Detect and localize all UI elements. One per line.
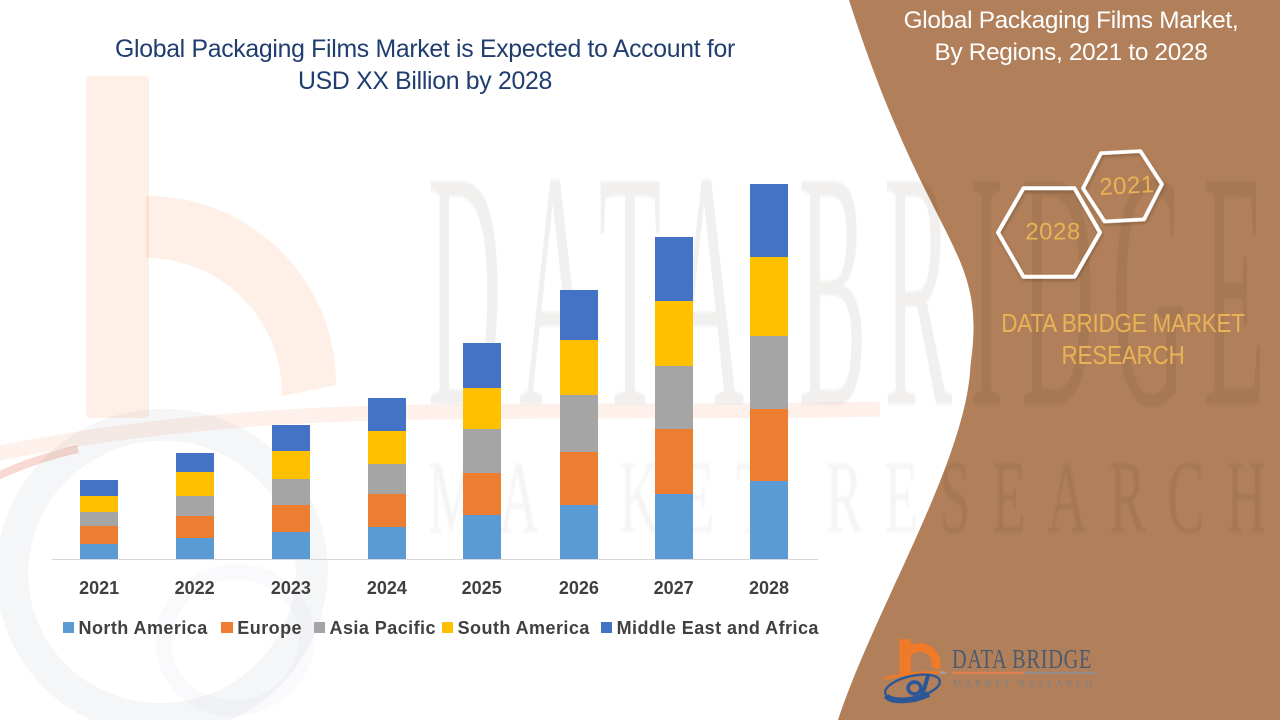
svg-text:MARKET RESEARCH: MARKET RESEARCH — [953, 679, 1096, 690]
svg-text:2021: 2021 — [1099, 171, 1156, 201]
svg-text:2028: 2028 — [1025, 219, 1080, 246]
svg-text:DATA BRIDGE: DATA BRIDGE — [952, 644, 1092, 675]
